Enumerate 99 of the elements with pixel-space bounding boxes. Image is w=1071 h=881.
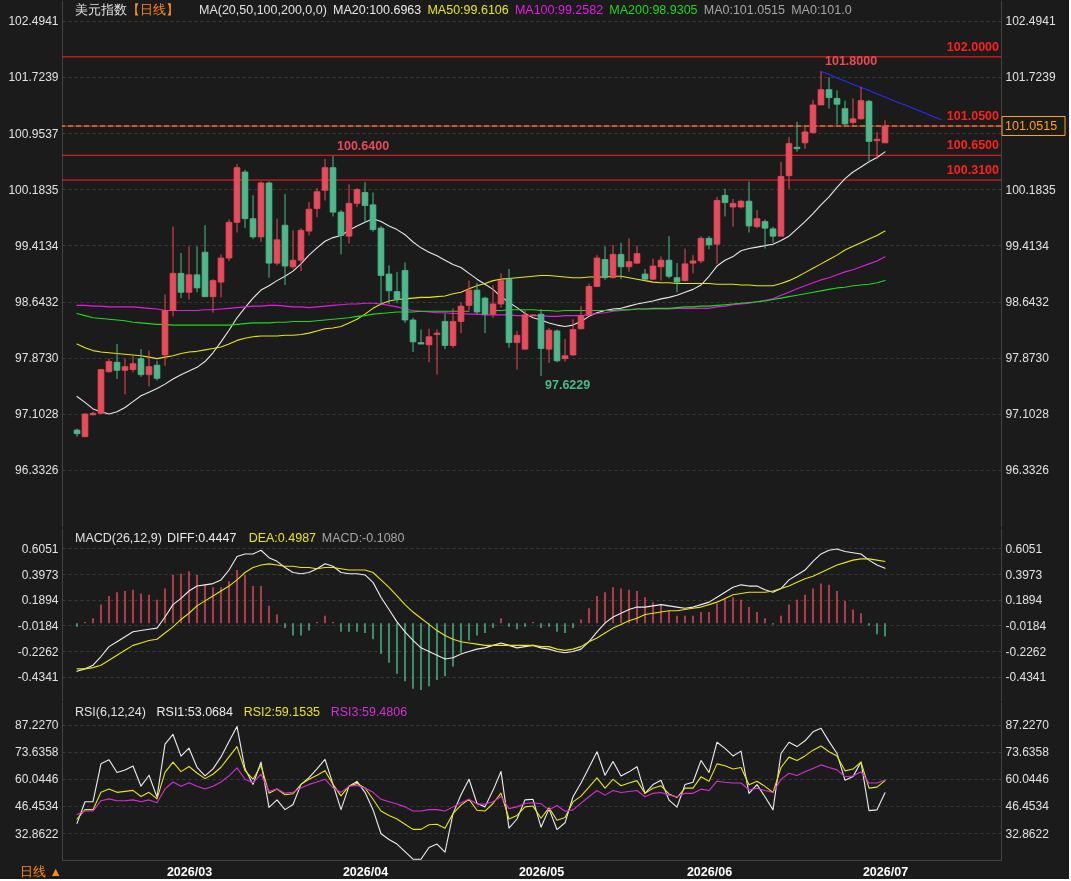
candlestick	[665, 235, 673, 279]
candlestick	[793, 121, 801, 153]
x-tick-label: 2026/05	[518, 864, 565, 879]
text: RSI3:59.4806	[330, 705, 408, 719]
text: MA200:98.9305	[609, 3, 698, 17]
y-tick-label: 96.3326	[15, 463, 59, 478]
candlestick	[753, 209, 761, 229]
y-tick-label: 87.2270	[15, 718, 59, 733]
y-tick-label: 0.3973	[21, 567, 59, 582]
y-tick-label: 100.1835	[8, 182, 59, 197]
y2-tick-label: 98.6432	[1005, 295, 1050, 310]
y2-tick-label: 97.1028	[1005, 407, 1050, 422]
text: MA50:99.6106	[427, 3, 509, 17]
y-tick-label: -0.0184	[17, 618, 59, 633]
text: RSI2:59.1535	[243, 705, 321, 719]
ref-line-label: 100.6500	[946, 138, 1000, 153]
y-tick-label: -0.2262	[17, 644, 59, 659]
candlestick	[673, 262, 681, 293]
y-tick-label: 0.6051	[21, 541, 59, 556]
x-tick-label: 2026/04	[342, 864, 389, 879]
y2-tick-label: 87.2270	[1005, 718, 1050, 733]
candlestick	[137, 348, 145, 378]
candlestick	[825, 76, 833, 110]
candlestick	[177, 252, 185, 299]
line-series	[76, 745, 886, 830]
annotation: 100.6400	[337, 138, 390, 153]
y-tick-label: 98.6432	[15, 295, 59, 310]
y2-tick-label: 60.0446	[1005, 772, 1050, 787]
y-tick-label: 102.4941	[8, 14, 59, 29]
ref-line-label: 100.3100	[946, 163, 1000, 178]
candlestick	[545, 327, 553, 364]
y2-tick-label: 100.1835	[1005, 182, 1056, 197]
ref-line-label: 101.0500	[946, 109, 1000, 124]
annotation: MACD:-0.1080	[321, 531, 405, 545]
text: MA100:99.2582	[514, 3, 604, 17]
candlestick	[601, 245, 609, 281]
legend-title: MACD(26,12,9)	[75, 531, 162, 545]
candlestick	[433, 328, 441, 376]
candlestick	[833, 89, 841, 126]
legend-title: MA(20,50,100,200,0,0)	[199, 3, 327, 17]
y-tick-label: 101.7239	[8, 70, 59, 85]
candlestick	[145, 350, 153, 387]
candlestick	[321, 158, 329, 201]
y2-tick-label: 0.6051	[1005, 541, 1043, 556]
y-tick-label: 97.1028	[15, 407, 59, 422]
y2-tick-label: 99.4134	[1005, 238, 1050, 253]
candlestick	[609, 244, 617, 279]
y2-tick-label: -0.2262	[1005, 644, 1047, 659]
y2-tick-label: 0.1894	[1005, 593, 1043, 608]
candlestick	[113, 343, 121, 380]
y2-tick-label: 97.8730	[1005, 351, 1050, 366]
ref-line-label: 102.0000	[946, 39, 1000, 54]
annotation: 97.6229	[545, 377, 591, 392]
candlestick	[841, 100, 849, 126]
annotation: 101.8000	[825, 54, 878, 69]
legend-title: RSI(6,12,24)	[75, 705, 146, 719]
text: 日线 ▲	[20, 865, 62, 879]
y-tick-label: 60.0446	[15, 772, 59, 787]
line-series	[76, 725, 886, 860]
candlestick	[313, 187, 321, 218]
y2-tick-label: 73.6358	[1005, 745, 1050, 760]
line-series	[76, 230, 886, 360]
y-tick-label: 99.4134	[15, 238, 59, 253]
series-label: DIFF:0.4447	[166, 531, 237, 545]
y2-tick-label: -0.0184	[1005, 618, 1047, 633]
line-series	[820, 70, 942, 121]
y2-tick-label: 102.4941	[1005, 14, 1056, 29]
y-tick-label: 73.6358	[15, 745, 59, 760]
y2-tick-label: 32.8622	[1005, 826, 1050, 841]
y-tick-label: 46.4534	[15, 799, 59, 814]
y2-tick-label: -0.4341	[1005, 670, 1047, 685]
x-tick-label: 2026/06	[686, 864, 733, 879]
x-tick-label: 2026/03	[166, 864, 213, 879]
chart-subtitle: 【日线】	[127, 3, 179, 17]
y-tick-label: -0.4341	[17, 670, 59, 685]
line-series	[76, 764, 886, 815]
annotation: MA0:101.0	[791, 3, 852, 17]
y2-tick-label: 46.4534	[1005, 799, 1050, 814]
x-tick-label: 2026/07	[862, 864, 909, 879]
candlestick	[273, 218, 281, 266]
series-label: DEA:0.4987	[248, 531, 317, 545]
chart-title: 美元指数	[75, 2, 127, 17]
y-tick-label: 32.8622	[15, 826, 59, 841]
annotation: MA0:101.0515	[703, 3, 786, 17]
candlestick	[721, 188, 729, 217]
candlestick	[153, 360, 161, 381]
candlestick	[425, 328, 433, 363]
series-label: RSI1:53.0684	[156, 705, 234, 719]
line-series	[76, 151, 886, 415]
y2-tick-label: 96.3326	[1005, 463, 1050, 478]
candlestick	[185, 245, 193, 301]
y2-tick-label: 0.3973	[1005, 567, 1043, 582]
y2-tick-label: 101.7239	[1005, 70, 1056, 85]
y-tick-label: 100.9537	[8, 126, 59, 141]
text: MA20:100.6963	[333, 3, 422, 17]
y-tick-label: 97.8730	[15, 351, 59, 366]
y-tick-label: 0.1894	[21, 593, 59, 608]
candlestick	[617, 242, 625, 280]
ref-line-label: 101.0515	[1005, 118, 1058, 133]
